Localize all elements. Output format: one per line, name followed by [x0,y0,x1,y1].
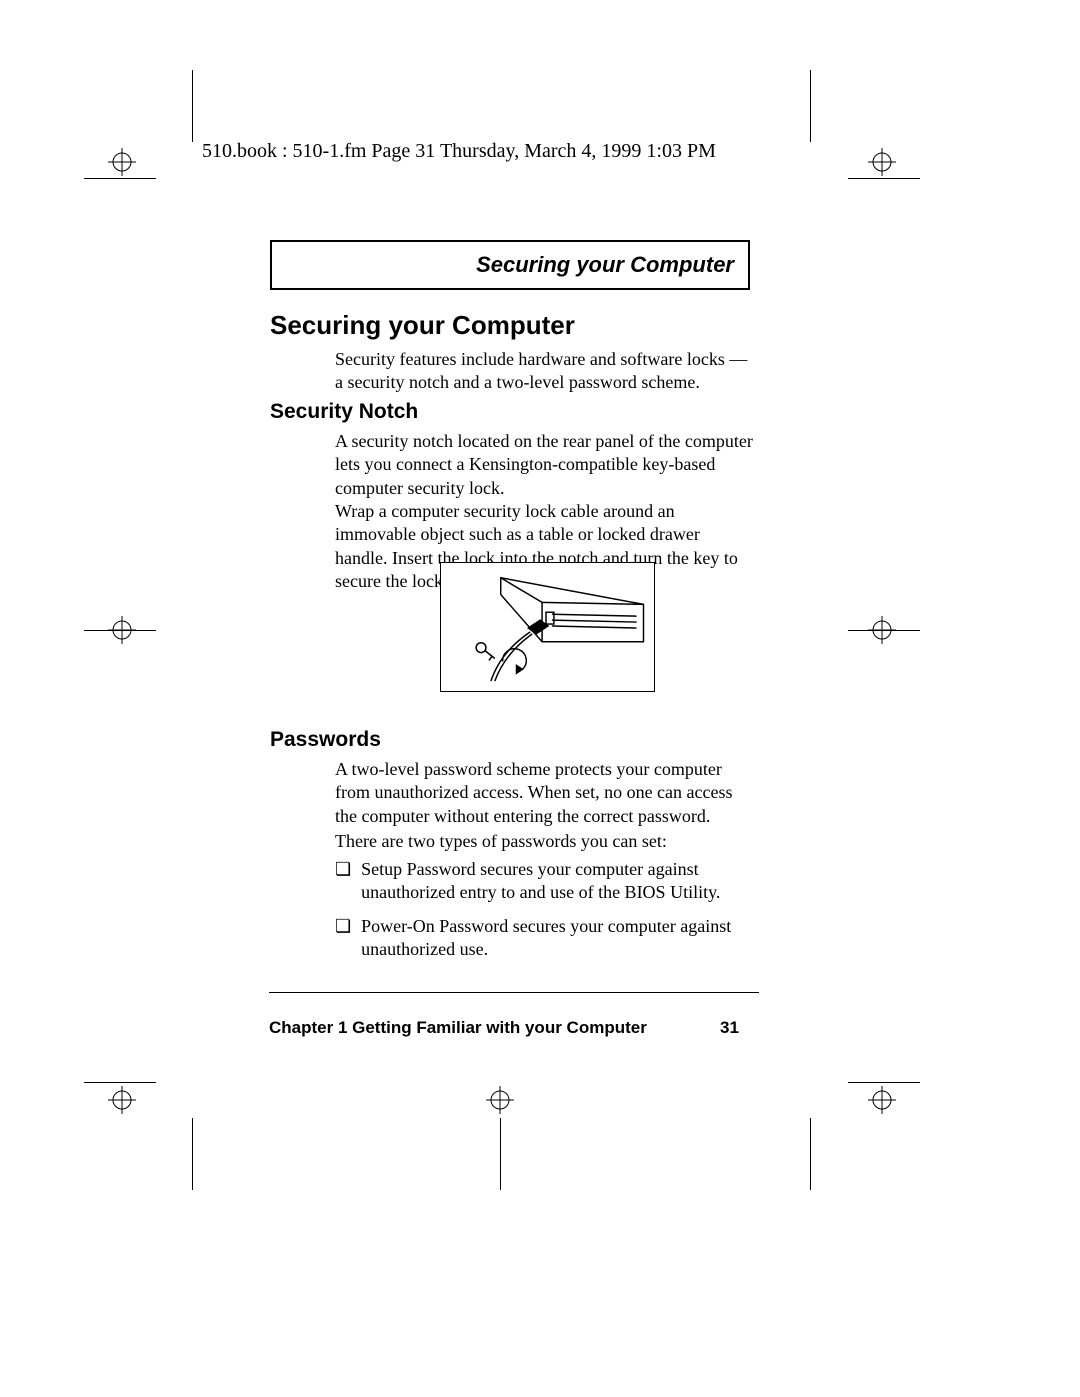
footer-rule [269,992,759,993]
registration-mark-icon [486,1086,514,1114]
heading-passwords: Passwords [270,728,381,752]
crop-line [810,70,811,142]
list-item: ❏ Power-On Password secures your compute… [335,915,755,962]
passwords-p1: A two-level password scheme protects you… [335,758,755,828]
crop-line [192,70,193,142]
registration-mark-icon [108,148,136,176]
registration-mark-icon [108,616,136,644]
bullet-icon: ❏ [335,915,351,962]
crop-line [848,178,920,179]
page: 510.book : 510-1.fm Page 31 Thursday, Ma… [0,0,1080,1397]
list-item-text: Power-On Password secures your computer … [361,915,755,962]
security-notch-p1: A security notch located on the rear pan… [335,430,755,500]
security-lock-diagram [440,562,655,692]
passwords-p2: There are two types of passwords you can… [335,830,755,853]
registration-mark-icon [868,616,896,644]
heading-security-notch: Security Notch [270,400,418,424]
registration-mark-icon [868,1086,896,1114]
section-title-box: Securing your Computer [270,240,750,290]
footer-page-number: 31 [720,1018,739,1038]
crop-line [810,1118,811,1190]
intro-paragraph: Security features include hardware and s… [335,348,755,395]
registration-mark-icon [108,1086,136,1114]
registration-mark-icon [868,148,896,176]
crop-line [848,1082,920,1083]
crop-line [84,178,156,179]
crop-line [84,1082,156,1083]
list-item: ❏ Setup Password secures your computer a… [335,858,755,905]
passwords-list: ❏ Setup Password secures your computer a… [335,858,755,972]
page-header: 510.book : 510-1.fm Page 31 Thursday, Ma… [202,140,716,163]
crop-line [192,1118,193,1190]
crop-line [500,1118,501,1190]
heading-main: Securing your Computer [270,310,575,341]
footer-chapter: Chapter 1 Getting Familiar with your Com… [269,1018,647,1038]
bullet-icon: ❏ [335,858,351,905]
list-item-text: Setup Password secures your computer aga… [361,858,755,905]
